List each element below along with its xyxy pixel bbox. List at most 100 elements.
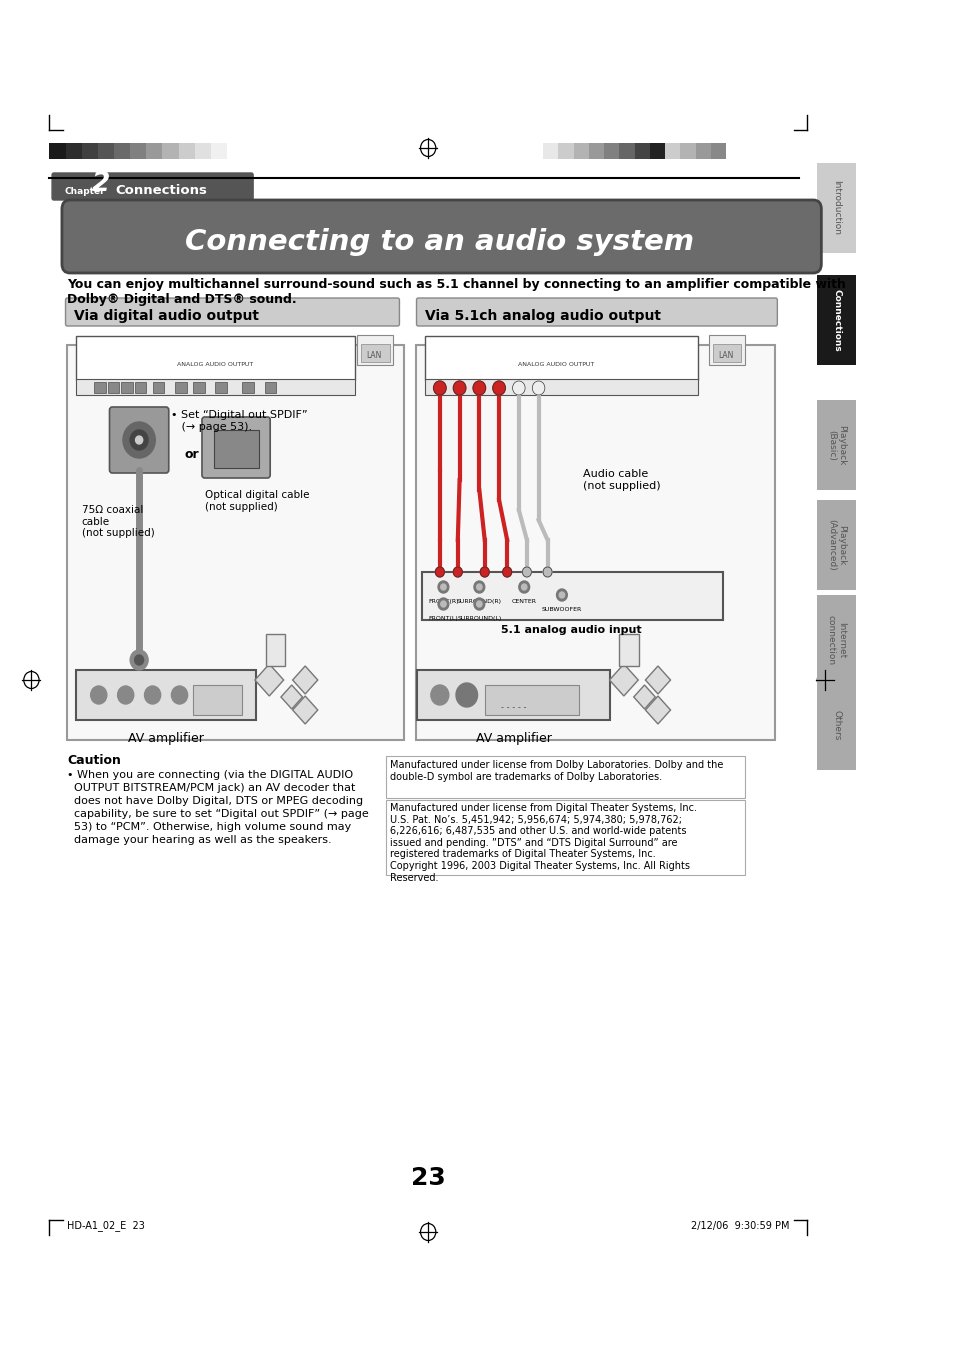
Bar (386, 800, 744, 875)
Bar (50, 143, 66, 159)
Text: Others: Others (831, 709, 841, 740)
Text: You can enjoy multichannel surround-sound such as 5.1 channel by connecting to a: You can enjoy multichannel surround-soun… (68, 278, 845, 290)
Text: Playback
(Basic): Playback (Basic) (826, 424, 845, 465)
Bar (213, 430, 258, 467)
Text: AV amplifier: AV amplifier (475, 732, 551, 744)
Text: 2/12/06  9:30:59 PM: 2/12/06 9:30:59 PM (690, 1221, 788, 1231)
Text: HD-A1_02_E  23: HD-A1_02_E 23 (68, 1220, 145, 1232)
Circle shape (172, 686, 188, 704)
Circle shape (130, 430, 148, 450)
Circle shape (440, 584, 446, 590)
Polygon shape (633, 685, 655, 709)
Bar (76, 380, 355, 394)
Bar (242, 382, 253, 393)
Text: Connections: Connections (831, 289, 841, 351)
Circle shape (431, 685, 448, 705)
Text: LAN: LAN (366, 350, 381, 359)
Polygon shape (293, 666, 317, 694)
Circle shape (493, 381, 505, 394)
Text: 75Ω coaxial
cable
(not supplied): 75Ω coaxial cable (not supplied) (82, 505, 154, 538)
Text: Caution: Caution (68, 754, 121, 767)
Text: 23: 23 (411, 1166, 445, 1190)
Text: capability, be sure to set “Digital out SPDIF” (→ page: capability, be sure to set “Digital out … (68, 809, 369, 819)
Circle shape (433, 381, 446, 394)
Bar (130, 143, 146, 159)
Circle shape (144, 686, 160, 704)
Text: or: or (184, 449, 198, 462)
Bar (82, 143, 98, 159)
Text: Internet
connection: Internet connection (826, 615, 845, 665)
Bar (174, 382, 187, 393)
Text: Optical digital cable
(not supplied): Optical digital cable (not supplied) (205, 490, 309, 512)
Bar (76, 336, 355, 380)
Bar (421, 571, 721, 620)
Bar (542, 143, 558, 159)
Bar (816, 594, 856, 685)
Circle shape (522, 567, 531, 577)
Text: Connections: Connections (114, 185, 207, 197)
Circle shape (473, 381, 485, 394)
Circle shape (456, 684, 477, 707)
Circle shape (558, 592, 564, 598)
Bar (816, 680, 856, 770)
Bar (816, 276, 856, 365)
Circle shape (437, 581, 448, 593)
Text: Playback
(Advanced): Playback (Advanced) (826, 519, 845, 571)
Circle shape (556, 589, 567, 601)
Text: Connecting to an audio system: Connecting to an audio system (185, 228, 694, 255)
Circle shape (135, 436, 143, 444)
Text: SURROUND(L): SURROUND(L) (456, 616, 501, 621)
FancyBboxPatch shape (62, 200, 821, 273)
FancyBboxPatch shape (66, 299, 399, 326)
Bar (649, 143, 664, 159)
Text: ANALOG AUDIO OUTPUT: ANALOG AUDIO OUTPUT (517, 362, 594, 367)
Text: 53) to “PCM”. Otherwise, high volume sound may: 53) to “PCM”. Otherwise, high volume sou… (68, 821, 352, 832)
Bar (121, 382, 132, 393)
Text: - - - - -: - - - - - (500, 703, 526, 712)
Bar (227, 143, 243, 159)
Text: Audio cable
(not supplied): Audio cable (not supplied) (583, 469, 660, 490)
Text: damage your hearing as well as the speakers.: damage your hearing as well as the speak… (68, 835, 332, 844)
Bar (679, 143, 695, 159)
Bar (573, 143, 588, 159)
Bar (152, 382, 164, 393)
Bar (193, 685, 242, 715)
Bar (211, 143, 227, 159)
Bar (816, 163, 856, 253)
Bar (416, 345, 774, 740)
Circle shape (512, 381, 524, 394)
Circle shape (476, 601, 481, 607)
Bar (708, 335, 744, 365)
FancyBboxPatch shape (52, 173, 253, 200)
Bar (266, 634, 285, 666)
FancyBboxPatch shape (110, 407, 169, 473)
Polygon shape (645, 666, 670, 694)
Circle shape (453, 381, 465, 394)
Circle shape (479, 567, 489, 577)
Bar (424, 380, 698, 394)
Text: SUBWOOFER: SUBWOOFER (541, 607, 581, 612)
Bar (417, 670, 610, 720)
Bar (113, 143, 130, 159)
Circle shape (437, 598, 448, 611)
Circle shape (91, 686, 107, 704)
Polygon shape (645, 696, 670, 724)
Circle shape (440, 601, 446, 607)
Circle shape (542, 567, 552, 577)
Text: Manufactured under license from Dolby Laboratories. Dolby and the
double-D symbo: Manufactured under license from Dolby La… (390, 761, 723, 782)
Bar (558, 143, 573, 159)
Text: OUTPUT BITSTREAM/PCM jack) an AV decoder that: OUTPUT BITSTREAM/PCM jack) an AV decoder… (68, 784, 355, 793)
Circle shape (474, 598, 484, 611)
Circle shape (453, 567, 462, 577)
Text: • When you are connecting (via the DIGITAL AUDIO: • When you are connecting (via the DIGIT… (68, 770, 353, 780)
Bar (76, 670, 255, 720)
Circle shape (502, 567, 511, 577)
Text: Via 5.1ch analog audio output: Via 5.1ch analog audio output (424, 309, 659, 323)
Circle shape (532, 381, 544, 394)
Bar (194, 143, 211, 159)
FancyBboxPatch shape (416, 299, 777, 326)
Bar (162, 143, 178, 159)
Bar (710, 143, 725, 159)
Bar (193, 382, 205, 393)
Bar (712, 345, 740, 362)
